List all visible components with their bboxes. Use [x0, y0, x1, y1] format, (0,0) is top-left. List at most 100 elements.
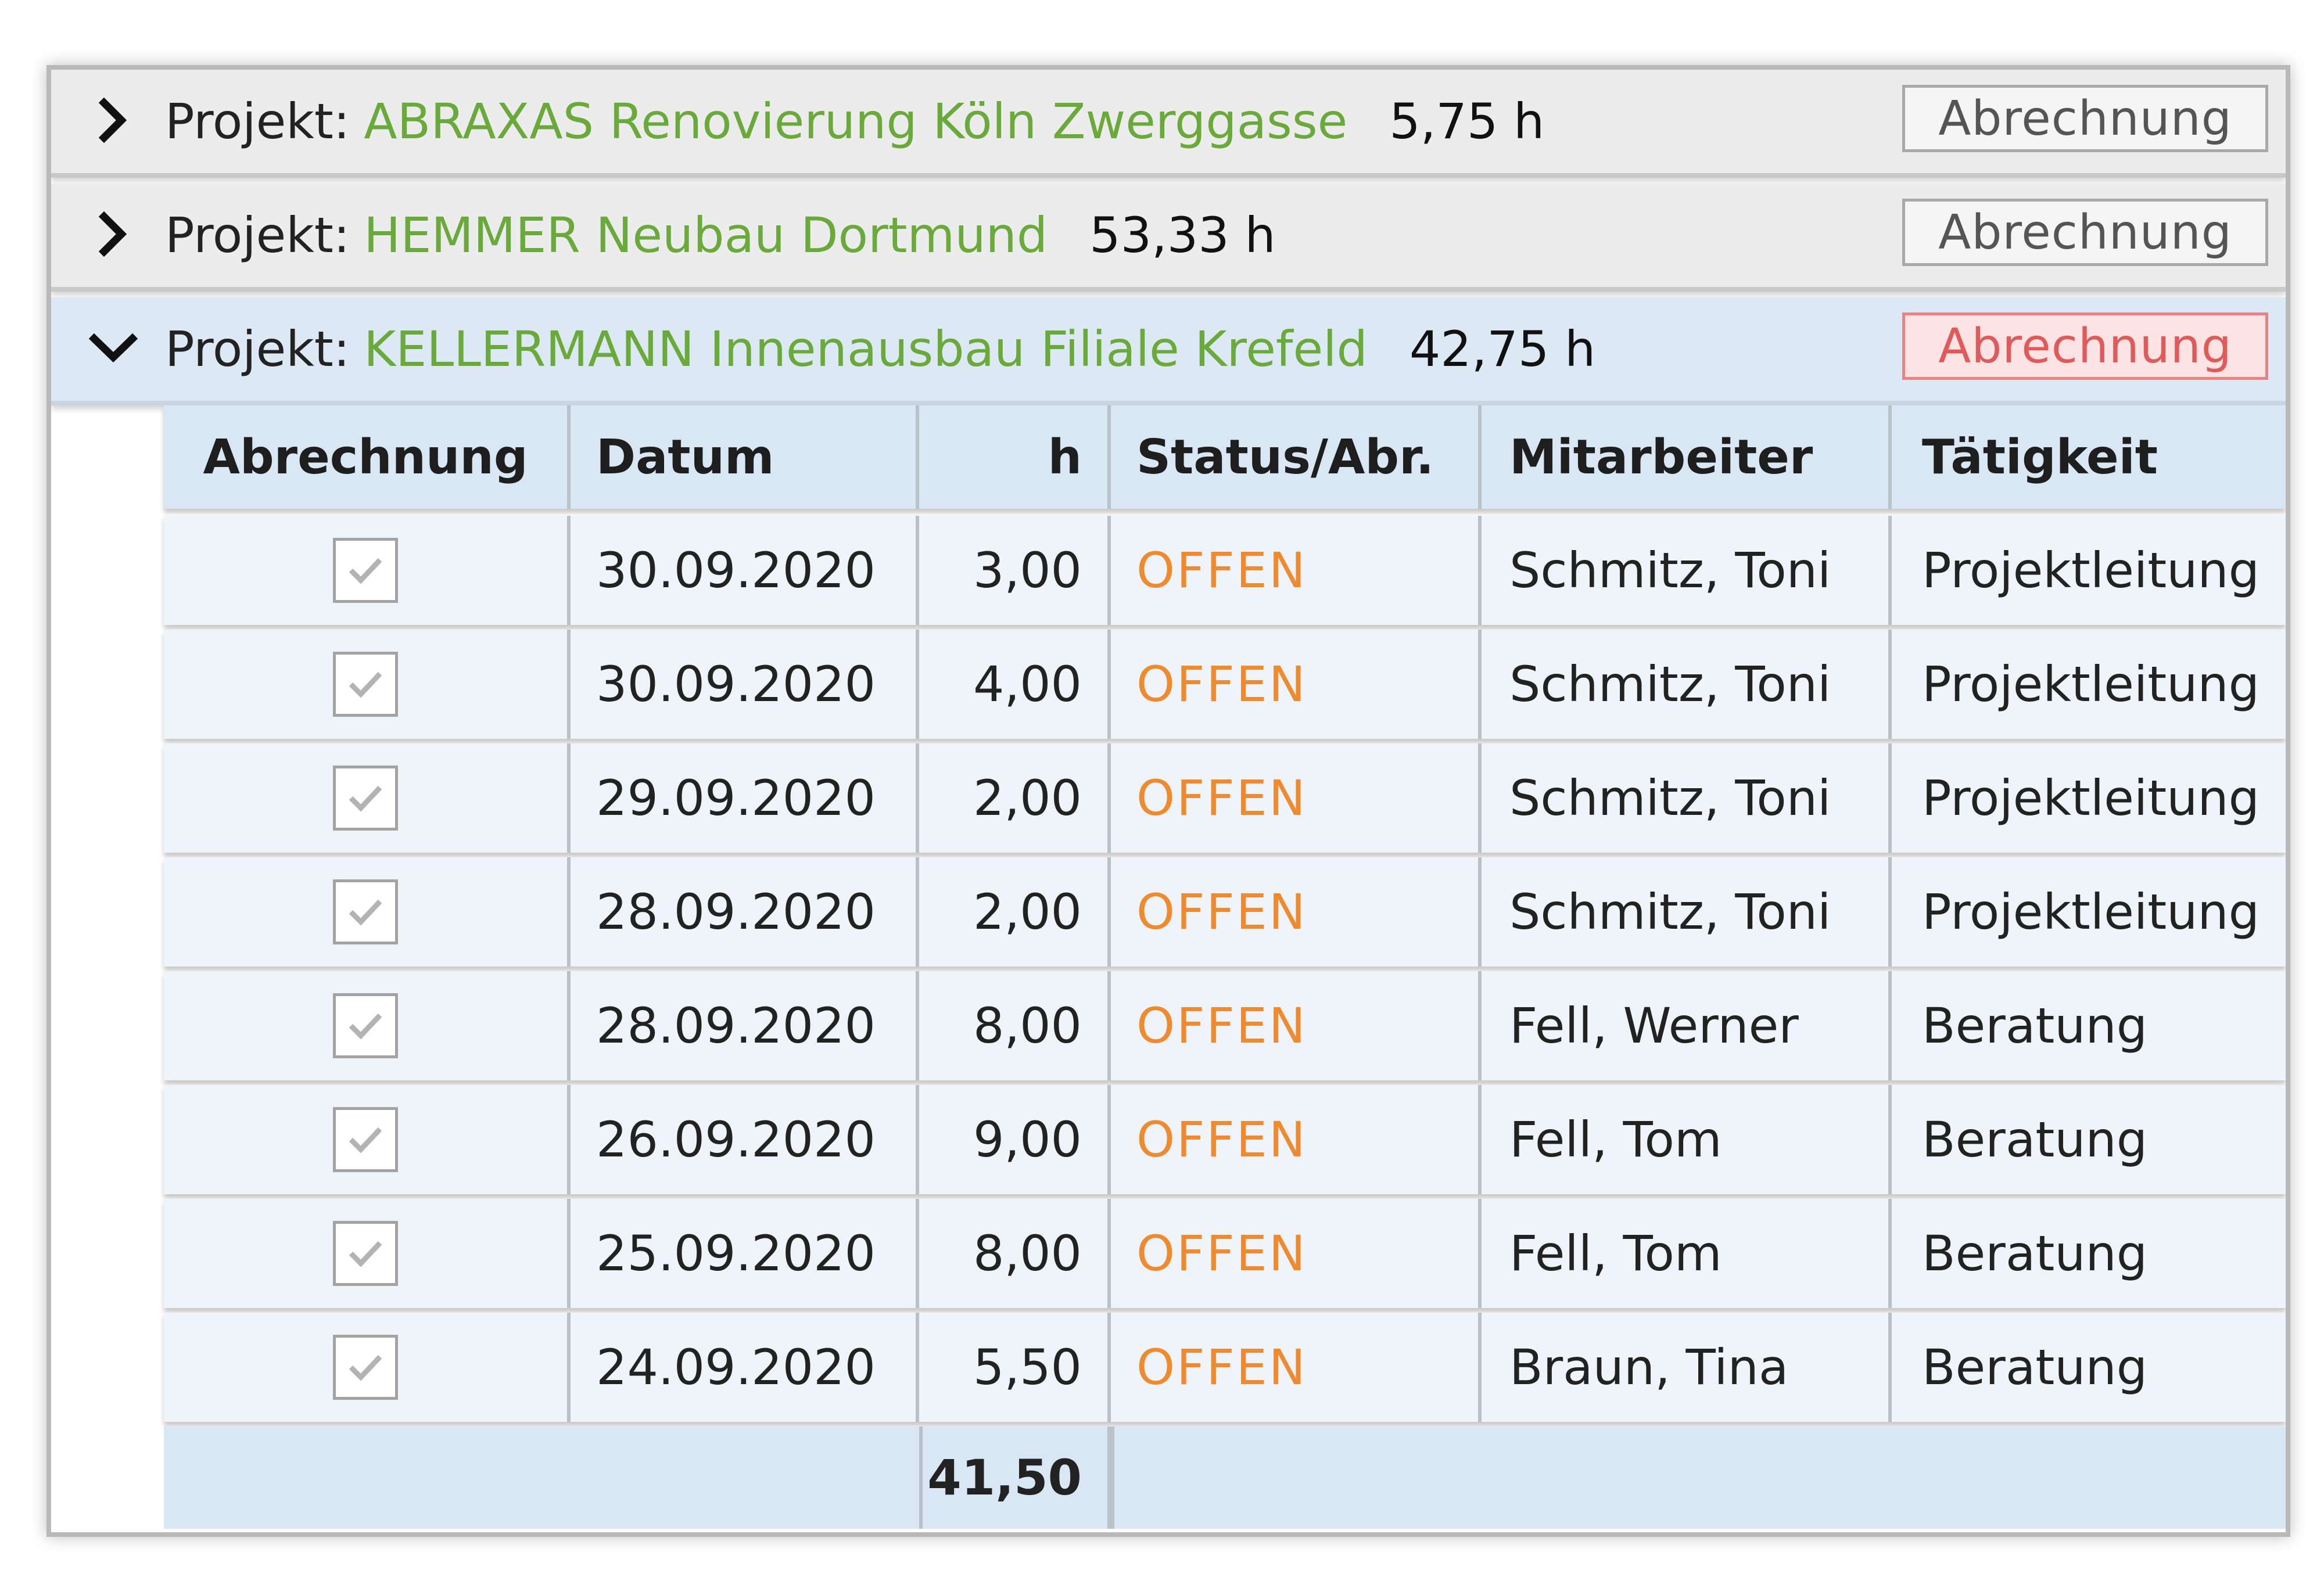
employee-cell: Fell, Werner — [1482, 971, 1892, 1080]
billing-cell — [164, 1199, 571, 1308]
project-hours: 53,33 h — [1089, 207, 1276, 264]
employee-cell: Schmitz, Toni — [1482, 516, 1892, 625]
employee-cell: Fell, Tom — [1482, 1085, 1892, 1194]
project-row-abraxas[interactable]: Projekt: ABRAXAS Renovierung Köln Zwergg… — [51, 70, 2286, 178]
column-header-billing[interactable]: Abrechnung — [164, 405, 571, 509]
project-name: KELLERMANN Innenausbau Filiale Krefeld — [364, 321, 1368, 378]
billing-checkbox[interactable] — [333, 879, 398, 944]
date-cell: 25.09.2020 — [571, 1199, 919, 1308]
billing-checkbox[interactable] — [333, 1335, 398, 1400]
billing-cell — [164, 630, 571, 739]
billing-cell — [164, 971, 571, 1080]
table-row[interactable]: 30.09.2020 3,00 OFFEN Schmitz, Toni Proj… — [164, 516, 2286, 625]
billing-checkbox[interactable] — [333, 1107, 398, 1172]
project-label: Projekt: — [165, 207, 350, 264]
billing-cell — [164, 743, 571, 853]
status-cell: OFFEN — [1111, 630, 1482, 739]
footer-spacer — [164, 1427, 571, 1529]
project-name: ABRAXAS Renovierung Köln Zwerggasse — [364, 93, 1348, 150]
column-header-date[interactable]: Datum — [571, 405, 919, 509]
checkmark-icon — [349, 1241, 382, 1267]
table-row[interactable]: 28.09.2020 8,00 OFFEN Fell, Werner Berat… — [164, 971, 2286, 1080]
table-row[interactable]: 28.09.2020 2,00 OFFEN Schmitz, Toni Proj… — [164, 857, 2286, 967]
column-header-employee[interactable]: Mitarbeiter — [1482, 405, 1892, 509]
employee-cell: Schmitz, Toni — [1482, 630, 1892, 739]
billing-cell — [164, 1313, 571, 1422]
date-cell: 26.09.2020 — [571, 1085, 919, 1194]
chevron-right-icon[interactable] — [87, 94, 139, 146]
billing-button[interactable]: Abrechnung — [1902, 85, 2268, 152]
activity-cell: Projektleitung — [1892, 743, 2286, 853]
activity-cell: Beratung — [1892, 1313, 2286, 1422]
project-label: Projekt: — [165, 93, 350, 150]
hours-cell: 9,00 — [919, 1085, 1111, 1194]
billing-button[interactable]: Abrechnung — [1902, 199, 2268, 266]
billing-cell — [164, 857, 571, 967]
chevron-right-icon[interactable] — [87, 208, 139, 260]
hours-cell: 8,00 — [919, 971, 1111, 1080]
activity-cell: Projektleitung — [1892, 630, 2286, 739]
hours-cell: 2,00 — [919, 743, 1111, 853]
date-cell: 30.09.2020 — [571, 630, 919, 739]
employee-cell: Schmitz, Toni — [1482, 857, 1892, 967]
billing-checkbox[interactable] — [333, 1221, 398, 1286]
table-row[interactable]: 26.09.2020 9,00 OFFEN Fell, Tom Beratung — [164, 1085, 2286, 1194]
column-header-activity[interactable]: Tätigkeit — [1892, 405, 2286, 509]
footer-spacer — [1111, 1427, 2286, 1529]
billing-checkbox[interactable] — [333, 993, 398, 1058]
footer-spacer — [571, 1427, 919, 1529]
date-cell: 24.09.2020 — [571, 1313, 919, 1422]
date-cell: 30.09.2020 — [571, 516, 919, 625]
activity-cell: Beratung — [1892, 1085, 2286, 1194]
checkmark-icon — [349, 899, 382, 926]
status-cell: OFFEN — [1111, 857, 1482, 967]
billing-button-active[interactable]: Abrechnung — [1902, 312, 2268, 380]
status-cell: OFFEN — [1111, 1313, 1482, 1422]
activity-cell: Projektleitung — [1892, 516, 2286, 625]
hours-cell: 5,50 — [919, 1313, 1111, 1422]
checkmark-icon — [349, 671, 382, 698]
employee-cell: Braun, Tina — [1482, 1313, 1892, 1422]
table-row[interactable]: 29.09.2020 2,00 OFFEN Schmitz, Toni Proj… — [164, 743, 2286, 853]
date-cell: 29.09.2020 — [571, 743, 919, 853]
hours-cell: 3,00 — [919, 516, 1111, 625]
checkmark-icon — [349, 1355, 382, 1381]
billing-checkbox[interactable] — [333, 766, 398, 831]
project-title: Projekt: ABRAXAS Renovierung Köln Zwergg… — [165, 70, 1544, 173]
total-hours: 41,50 — [919, 1427, 1111, 1529]
employee-cell: Schmitz, Toni — [1482, 743, 1892, 853]
column-header-status[interactable]: Status/Abr. — [1111, 405, 1482, 509]
status-cell: OFFEN — [1111, 1199, 1482, 1308]
table-row[interactable]: 25.09.2020 8,00 OFFEN Fell, Tom Beratung — [164, 1199, 2286, 1308]
project-title: Projekt: HEMMER Neubau Dortmund 53,33 h — [165, 184, 1276, 287]
employee-cell: Fell, Tom — [1482, 1199, 1892, 1308]
status-cell: OFFEN — [1111, 971, 1482, 1080]
table-row[interactable]: 24.09.2020 5,50 OFFEN Braun, Tina Beratu… — [164, 1313, 2286, 1422]
table-header: Abrechnung Datum h Status/Abr. Mitarbeit… — [164, 405, 2286, 509]
billing-checkbox[interactable] — [333, 652, 398, 717]
checkmark-icon — [349, 558, 382, 584]
chevron-down-icon[interactable] — [87, 322, 139, 374]
billing-cell — [164, 1085, 571, 1194]
time-entries-table: Abrechnung Datum h Status/Abr. Mitarbeit… — [164, 405, 2286, 1529]
table-footer: 41,50 — [164, 1427, 2286, 1529]
project-label: Projekt: — [165, 321, 350, 378]
activity-cell: Projektleitung — [1892, 857, 2286, 967]
table-row[interactable]: 30.09.2020 4,00 OFFEN Schmitz, Toni Proj… — [164, 630, 2286, 739]
project-row-hemmer[interactable]: Projekt: HEMMER Neubau Dortmund 53,33 h … — [51, 184, 2286, 292]
hours-cell: 2,00 — [919, 857, 1111, 967]
hours-cell: 4,00 — [919, 630, 1111, 739]
checkmark-icon — [349, 1013, 382, 1040]
activity-cell: Beratung — [1892, 971, 2286, 1080]
project-title: Projekt: KELLERMANN Innenausbau Filiale … — [165, 297, 1595, 401]
column-header-hours[interactable]: h — [919, 405, 1111, 509]
status-cell: OFFEN — [1111, 743, 1482, 853]
billing-checkbox[interactable] — [333, 538, 398, 603]
project-hours: 5,75 h — [1389, 93, 1545, 150]
status-cell: OFFEN — [1111, 516, 1482, 625]
project-hours: 42,75 h — [1409, 321, 1596, 378]
project-name: HEMMER Neubau Dortmund — [364, 207, 1048, 264]
date-cell: 28.09.2020 — [571, 971, 919, 1080]
project-row-kellermann[interactable]: Projekt: KELLERMANN Innenausbau Filiale … — [51, 297, 2286, 405]
hours-cell: 8,00 — [919, 1199, 1111, 1308]
